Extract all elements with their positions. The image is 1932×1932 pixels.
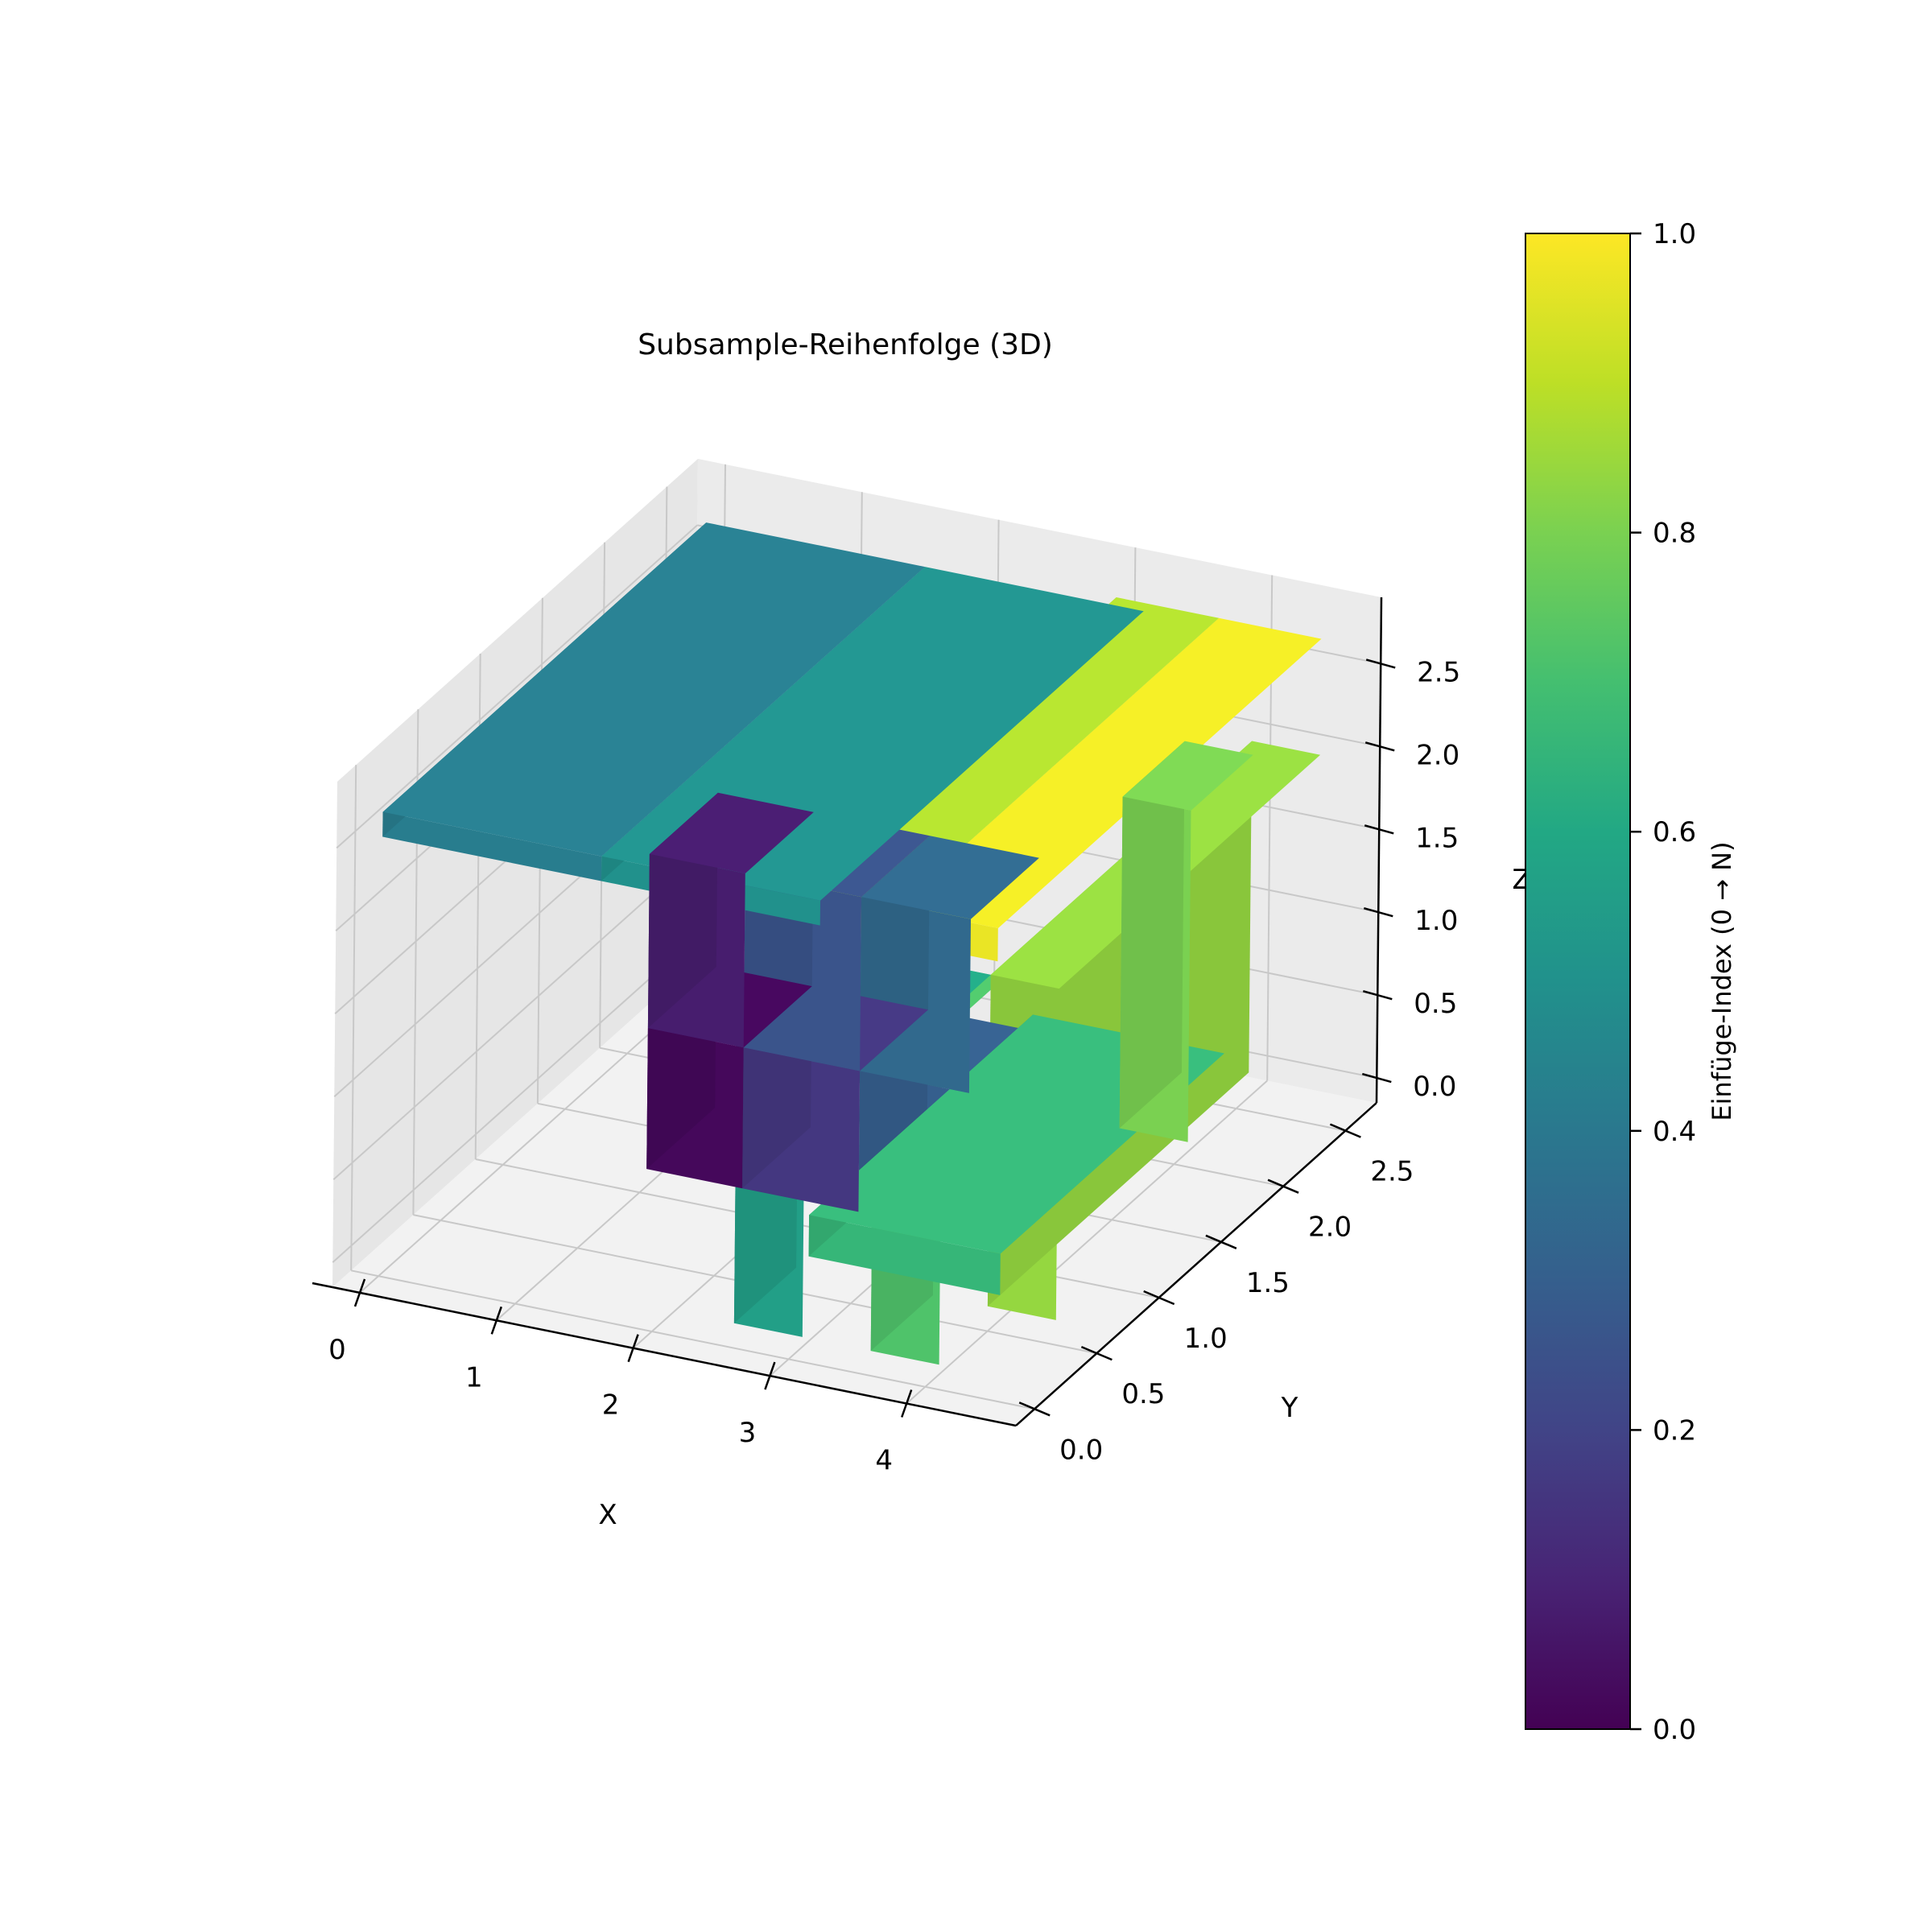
x-tick xyxy=(353,1278,366,1307)
block-wall-left-high xyxy=(647,792,814,1048)
x-tick-label: 1 xyxy=(465,1361,483,1393)
grid-line-z-side xyxy=(332,939,694,1263)
grid-line-z-side xyxy=(332,856,695,1180)
z-axis-line xyxy=(1375,597,1383,1104)
axis-lines: 0 1 2 3 4 0.0 0.5 1.0 1.5 2.0 2.5 0.0 0.5 1.0 1.5 2.0 2.… xyxy=(312,597,1460,1477)
block-face-top xyxy=(382,522,926,857)
block-face-top xyxy=(649,792,814,873)
x-tick xyxy=(490,1306,502,1335)
colorbar-ticks: 0.0 0.2 0.4 0.6 0.8 1.0 xyxy=(1630,218,1696,1746)
z-tick xyxy=(1362,989,1393,1001)
block-roof-left xyxy=(382,522,926,881)
y-tick-label: 0.0 xyxy=(1059,1434,1103,1466)
x-tick-label: 0 xyxy=(328,1334,346,1366)
y-tick-label: 0.5 xyxy=(1121,1378,1165,1410)
colorbar xyxy=(1525,233,1631,1730)
y-axis-label: Y xyxy=(1281,1392,1298,1424)
colorbar-label: Einfüge-Index (0 → N) xyxy=(1707,841,1737,1121)
x-axis-label: X xyxy=(598,1499,617,1531)
grid-line-y-floor xyxy=(351,1269,1035,1410)
z-tick-label: 0.5 xyxy=(1414,988,1457,1020)
chart-title: Subsample-Reihenfolge (3D) xyxy=(638,328,1053,361)
z-tick-label: 1.5 xyxy=(1415,822,1459,854)
colorbar-tick-label: 0.6 xyxy=(1653,816,1696,848)
y-tick xyxy=(1267,1179,1299,1194)
block-face-top xyxy=(861,836,1039,919)
y-tick xyxy=(1143,1290,1175,1306)
y-tick xyxy=(1080,1345,1113,1361)
z-tick-label: 2.0 xyxy=(1416,739,1459,771)
z-tick xyxy=(1364,741,1395,752)
colorbar-tick-label: 0.0 xyxy=(1653,1714,1696,1746)
x-axis-line xyxy=(332,1286,1017,1427)
x-tick xyxy=(627,1334,639,1363)
colorbar-tick-label: 0.2 xyxy=(1653,1414,1696,1447)
block-face-front xyxy=(808,1215,1001,1295)
z-tick-label: 0.0 xyxy=(1413,1071,1456,1103)
grid-line-x-floor xyxy=(906,1080,1268,1405)
scatter-blocks xyxy=(382,522,1322,1365)
block-frame-back-left xyxy=(1119,741,1253,1142)
block-face-top xyxy=(1122,741,1253,811)
z-tick xyxy=(1361,1072,1392,1084)
x-tick-label: 2 xyxy=(602,1389,620,1422)
x-axis-line-ext xyxy=(312,1282,333,1289)
z-tick xyxy=(1363,906,1393,918)
grid-line-z-side xyxy=(336,524,698,849)
y-tick-label: 1.5 xyxy=(1246,1267,1290,1299)
x-tick xyxy=(901,1389,913,1418)
y-tick xyxy=(1205,1234,1237,1249)
colorbar-tick-label: 1.0 xyxy=(1653,218,1696,250)
y-tick-label: 1.0 xyxy=(1184,1323,1228,1355)
y-tick xyxy=(1329,1123,1361,1138)
x-tick-label: 3 xyxy=(739,1417,757,1449)
x-tick-label: 4 xyxy=(875,1445,893,1477)
z-tick xyxy=(1365,658,1396,669)
y-tick-label: 2.0 xyxy=(1308,1212,1352,1244)
x-tick xyxy=(764,1361,776,1390)
block-face-front xyxy=(382,811,602,881)
grid-line-y-side xyxy=(350,765,357,1271)
y-tick xyxy=(1018,1402,1051,1417)
y-axis-line xyxy=(1015,1102,1377,1426)
y-tick-label: 2.5 xyxy=(1370,1156,1414,1188)
colorbar-tick-label: 0.8 xyxy=(1653,518,1696,550)
z-tick-label: 2.5 xyxy=(1417,656,1460,688)
z-tick-label: 1.0 xyxy=(1414,905,1458,937)
z-tick xyxy=(1364,824,1394,835)
colorbar-tick-label: 0.4 xyxy=(1653,1116,1696,1148)
block-face-side xyxy=(1119,741,1185,1129)
